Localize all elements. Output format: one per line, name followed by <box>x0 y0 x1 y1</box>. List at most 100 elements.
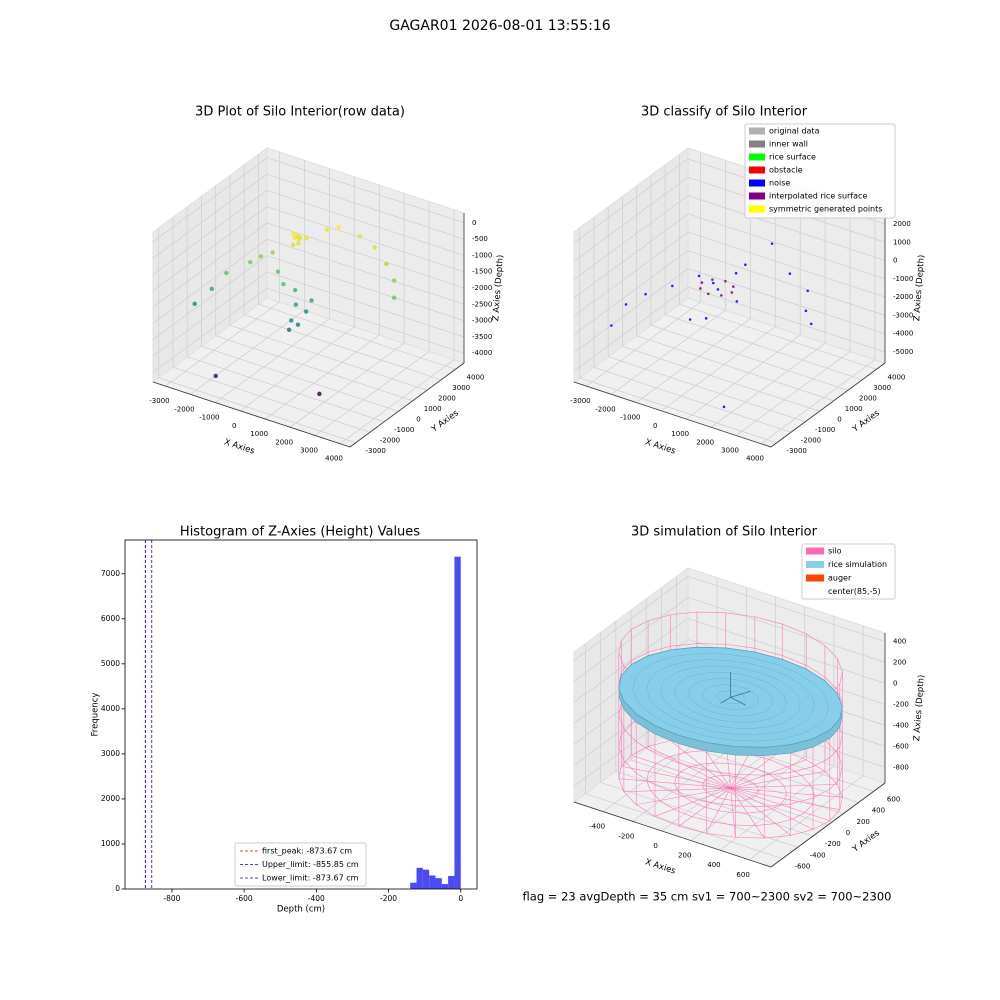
z-tick-label: -4000 <box>893 330 913 338</box>
legend-label: symmetric generated points <box>769 205 882 214</box>
legend-swatch <box>749 127 765 135</box>
grid-line <box>687 268 886 335</box>
data-point <box>724 279 727 283</box>
silo-floor-spoke <box>618 778 731 789</box>
grid-line <box>573 576 689 661</box>
rice-mesh <box>716 690 745 704</box>
legend-swatch <box>749 179 765 187</box>
data-point <box>788 272 792 275</box>
legend-label: Lower_limit: -873.67 cm <box>262 874 359 883</box>
grid-line <box>229 324 428 391</box>
data-point <box>704 317 708 320</box>
figure-title: GAGAR01 2026-08-01 13:55:16 <box>389 18 610 34</box>
data-point <box>213 373 218 379</box>
z-tick-label: 0 <box>893 257 897 265</box>
x-tick-label: 4000 <box>746 455 764 463</box>
grid-line <box>215 335 413 402</box>
y-tick-label: 4000 <box>888 373 906 381</box>
x-tick-label: 0 <box>653 422 657 430</box>
grid-line <box>240 326 355 412</box>
z-tick-label: -500 <box>472 235 488 243</box>
grid-line <box>636 318 751 403</box>
x-tick-label: -1000 <box>620 414 640 422</box>
grid-line <box>573 597 689 682</box>
x-tick-label: -2000 <box>174 405 194 413</box>
y-tick-label: 600 <box>887 795 900 803</box>
data-point <box>275 269 281 274</box>
grid-line <box>735 351 851 436</box>
grid-line <box>687 617 886 684</box>
x-axis-label: X Axies <box>644 437 677 456</box>
data-point <box>295 233 301 239</box>
axis-line <box>152 381 351 448</box>
data-point <box>610 324 613 327</box>
grid-line <box>152 255 268 340</box>
z-tick-label: -5000 <box>893 348 913 356</box>
silo-floor-spoke <box>678 787 731 827</box>
z-tick-label: -2000 <box>893 293 913 301</box>
z-tick-label: -800 <box>893 763 909 771</box>
y-tick-label: 200 <box>857 818 870 826</box>
y-tick-label: -600 <box>794 863 810 871</box>
histogram-bar <box>441 884 449 889</box>
x-tick-label: -400 <box>308 894 325 903</box>
grid-line <box>152 157 268 243</box>
axis-line <box>770 362 886 448</box>
x-tick-label: -400 <box>589 823 605 831</box>
grid-line <box>586 301 701 387</box>
data-point <box>317 391 322 397</box>
histogram-bar <box>435 878 442 889</box>
y-tick-label: 1000 <box>424 405 442 413</box>
data-point <box>248 259 253 265</box>
grid-line <box>244 314 442 381</box>
data-point <box>391 295 397 300</box>
legend-label: silo <box>828 547 842 556</box>
data-point <box>671 284 674 288</box>
z-tick-label: -4000 <box>472 349 492 357</box>
y-tick-label: 3000 <box>452 384 470 392</box>
y-tick-label: 5000 <box>101 659 120 668</box>
grid-line <box>573 268 689 354</box>
legend-label: obstacle <box>769 166 803 175</box>
grid-line <box>665 314 863 381</box>
z-tick-label: 2000 <box>893 220 911 228</box>
legend-box <box>744 123 896 219</box>
grid-line <box>266 206 465 273</box>
y-tick-label: -1000 <box>394 426 414 434</box>
y-tick-label: 400 <box>872 807 885 815</box>
data-point <box>296 241 301 246</box>
grid-line <box>608 356 806 423</box>
grid-line <box>600 782 798 848</box>
grid-line <box>650 324 849 391</box>
grid-line <box>152 222 268 308</box>
silo-floor-spoke <box>730 787 843 798</box>
z-axis-label: Z Axies (Depth) <box>491 254 506 321</box>
legend-label: noise <box>769 179 790 188</box>
grid-line <box>593 366 792 433</box>
y-tick-label: -1000 <box>815 426 835 434</box>
y-tick-label: 1000 <box>845 405 863 413</box>
grid-line <box>266 255 465 321</box>
grid-line <box>687 286 886 353</box>
legend-label: rice surface <box>769 153 816 162</box>
y-tick-label: -3000 <box>787 447 807 455</box>
y-tick-label: -2000 <box>380 436 400 444</box>
axis-line <box>573 381 772 448</box>
grid-line <box>687 596 886 663</box>
x-tick-label: -2000 <box>595 405 615 413</box>
legend-label: inner wall <box>769 140 808 149</box>
x-tick-label: 200 <box>678 852 691 860</box>
x-tick-label: 1000 <box>250 430 268 438</box>
grid-line <box>687 576 886 642</box>
data-point <box>744 263 747 267</box>
x-tick-label: -3000 <box>149 397 169 405</box>
grid-line <box>152 238 268 324</box>
legend-swatch <box>749 192 765 200</box>
silo-floor-spoke <box>670 740 731 789</box>
grid-line <box>579 377 777 444</box>
data-point <box>192 301 197 307</box>
grid-line <box>266 287 465 354</box>
data-point <box>391 278 397 283</box>
data-point <box>700 281 704 284</box>
grid-line <box>611 310 726 395</box>
